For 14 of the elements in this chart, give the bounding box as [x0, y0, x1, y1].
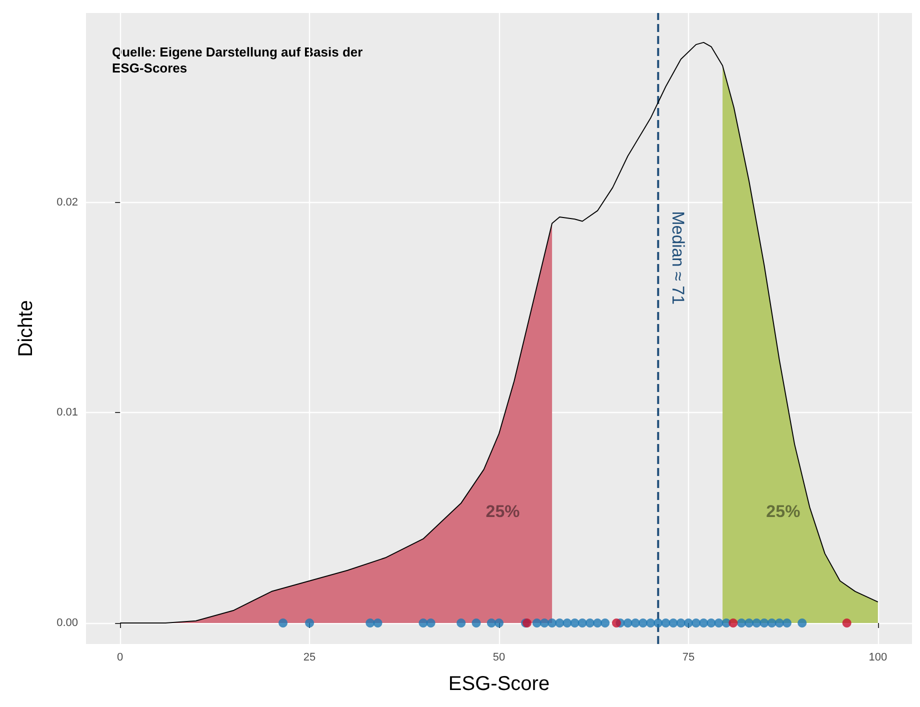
annotation: 25%	[766, 502, 800, 521]
annotation: Quelle: Eigene Darstellung auf Basis der ESG-Scores	[112, 44, 366, 76]
y-tick-label: 0.01	[56, 406, 78, 419]
ref-line-label: Median ≈ 71	[668, 211, 688, 305]
x-tick-label: 50	[492, 652, 506, 664]
x-tick-label: 25	[303, 652, 316, 664]
x-tick-label: 75	[682, 652, 695, 664]
x-tick-label: 100	[868, 652, 888, 664]
y-tick-label: 0.00	[56, 616, 78, 629]
y-axis-title: Dichte	[15, 300, 37, 357]
x-tick-label: 0	[117, 652, 124, 664]
annotation: 25%	[486, 502, 520, 521]
y-tick-label: 0.02	[56, 196, 78, 208]
x-axis-title: ESG-Score	[448, 673, 550, 695]
